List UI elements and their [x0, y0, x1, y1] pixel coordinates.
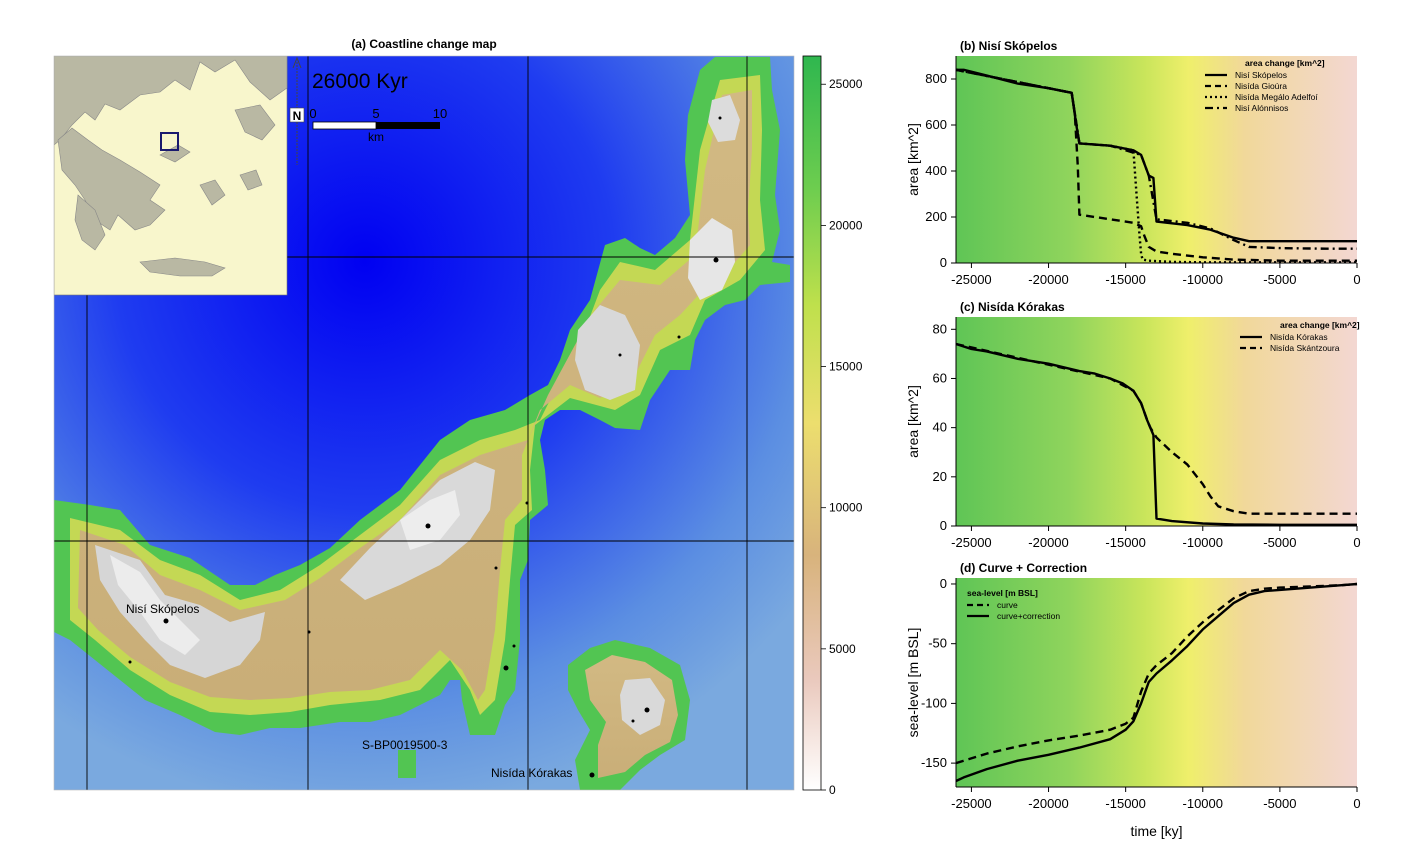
colorbar-tick-label: 5000: [829, 642, 856, 656]
islet: [398, 750, 416, 778]
colorbar-tick-label: 10000: [829, 501, 863, 515]
y-tick-label: 80: [933, 321, 947, 336]
y-tick-label: 400: [925, 163, 947, 178]
colorbar-tick-label: 0: [829, 783, 836, 797]
time-label: 26000 Kyr: [312, 70, 408, 93]
x-tick-label: 0: [1353, 272, 1360, 287]
legend-entry: Nisí Alónnisos: [1235, 103, 1288, 113]
legend-title: area change [km^2]: [1245, 58, 1325, 68]
x-tick-label: -20000: [1028, 535, 1068, 550]
y-axis-label: sea-level [m BSL]: [905, 628, 921, 738]
north-label: N: [293, 109, 302, 123]
x-tick-label: -5000: [1263, 535, 1296, 550]
inset-locator-map: [54, 56, 288, 296]
x-tick-label: -15000: [1105, 796, 1145, 811]
chart-panel-3: (d) Curve + Correction -150 -100 -50 0 -25000…: [905, 561, 1361, 839]
legend-entry: Nisída Kórakas: [1270, 332, 1328, 342]
legend-title: area change [km^2]: [1280, 320, 1360, 330]
legend-entry: Nisída Skántzoura: [1270, 343, 1340, 353]
series-line: [955, 68, 1357, 262]
y-tick-label: 60: [933, 370, 947, 385]
y-tick-label: -50: [928, 636, 947, 651]
north-arrow: N: [289, 56, 305, 165]
y-tick-label: 20: [933, 469, 947, 484]
series-line: [955, 582, 1358, 765]
legend-entry: Nisí Skópelos: [1235, 70, 1287, 80]
x-tick-label: -20000: [1028, 796, 1068, 811]
label-korakas: Nisída Kórakas: [491, 766, 572, 780]
x-tick-label: -5000: [1263, 796, 1296, 811]
series-line: [955, 582, 1358, 783]
scale-tick-10: 10: [433, 106, 447, 121]
chart-panel-2: (c) Nisída Kórakas 0 20 40 60 80 -25000 -20000 -…: [905, 300, 1361, 550]
label-skopelos: Nisí Skópelos: [126, 602, 199, 616]
y-tick-label: 800: [925, 71, 947, 86]
legend-entry: Nisída Gioúra: [1235, 81, 1287, 91]
y-tick-label: -100: [921, 695, 947, 710]
coastline-map: (a) Coastline change map: [53, 37, 863, 797]
y-tick-label: 0: [940, 255, 947, 270]
series-line: [955, 342, 1357, 515]
colorbar-tick-label: 20000: [829, 218, 863, 232]
legend-entry: curve+correction: [997, 611, 1060, 621]
x-tick-label: -10000: [1183, 535, 1223, 550]
x-tick-label: -25000: [951, 272, 991, 287]
y-tick-label: 0: [940, 576, 947, 591]
time-gradient-background: [956, 56, 1357, 263]
chart-title: (d) Curve + Correction: [960, 561, 1087, 575]
y-tick-label: 600: [925, 117, 947, 132]
colorbar-tick-label: 15000: [829, 360, 863, 374]
study-area-box: [160, 132, 179, 151]
legend-entry: curve: [997, 600, 1018, 610]
legend-entry: Nisída Megálo Adelfoí: [1235, 92, 1318, 102]
x-axis-label: time [ky]: [1130, 823, 1182, 839]
x-tick-label: -15000: [1105, 535, 1145, 550]
time-gradient-background: [956, 578, 1357, 787]
series-line: [955, 68, 1357, 250]
chart-title: (b) Nisí Skópelos: [960, 39, 1058, 53]
x-tick-label: -10000: [1183, 796, 1223, 811]
x-tick-label: -15000: [1105, 272, 1145, 287]
scale-bar: 0 5 10 km: [309, 106, 447, 144]
x-tick-label: -25000: [951, 796, 991, 811]
scale-tick-0: 0: [309, 106, 316, 121]
scale-unit: km: [368, 130, 384, 144]
y-axis-label: area [km^2]: [905, 385, 921, 458]
x-tick-label: -20000: [1028, 272, 1068, 287]
label-station: S-BP0019500-3: [362, 738, 448, 752]
legend-title: sea-level [m BSL]: [967, 588, 1038, 598]
korakas-island: [568, 640, 690, 790]
x-tick-label: 0: [1353, 535, 1360, 550]
chart-panel-1: (b) Nisí Skópelos 0 200 400 600 800 -25000 -200…: [905, 39, 1361, 287]
y-tick-label: 200: [925, 209, 947, 224]
y-tick-label: 40: [933, 420, 947, 435]
chart-title: (c) Nisída Kórakas: [960, 300, 1065, 314]
x-tick-label: -5000: [1263, 272, 1296, 287]
map-title: (a) Coastline change map: [351, 37, 496, 51]
colorbar-tick-label: 25000: [829, 77, 863, 91]
x-tick-label: -25000: [951, 535, 991, 550]
y-tick-label: 0: [940, 518, 947, 533]
y-axis-label: area [km^2]: [905, 123, 921, 196]
y-tick-label: -150: [921, 755, 947, 770]
island-landmass: [54, 57, 790, 735]
settlement-dots: [128, 116, 722, 778]
x-tick-label: -10000: [1183, 272, 1223, 287]
scale-tick-5: 5: [372, 106, 379, 121]
colorbar: 25000 20000 15000 10000 5000 0: [802, 55, 863, 797]
x-tick-label: 0: [1353, 796, 1360, 811]
